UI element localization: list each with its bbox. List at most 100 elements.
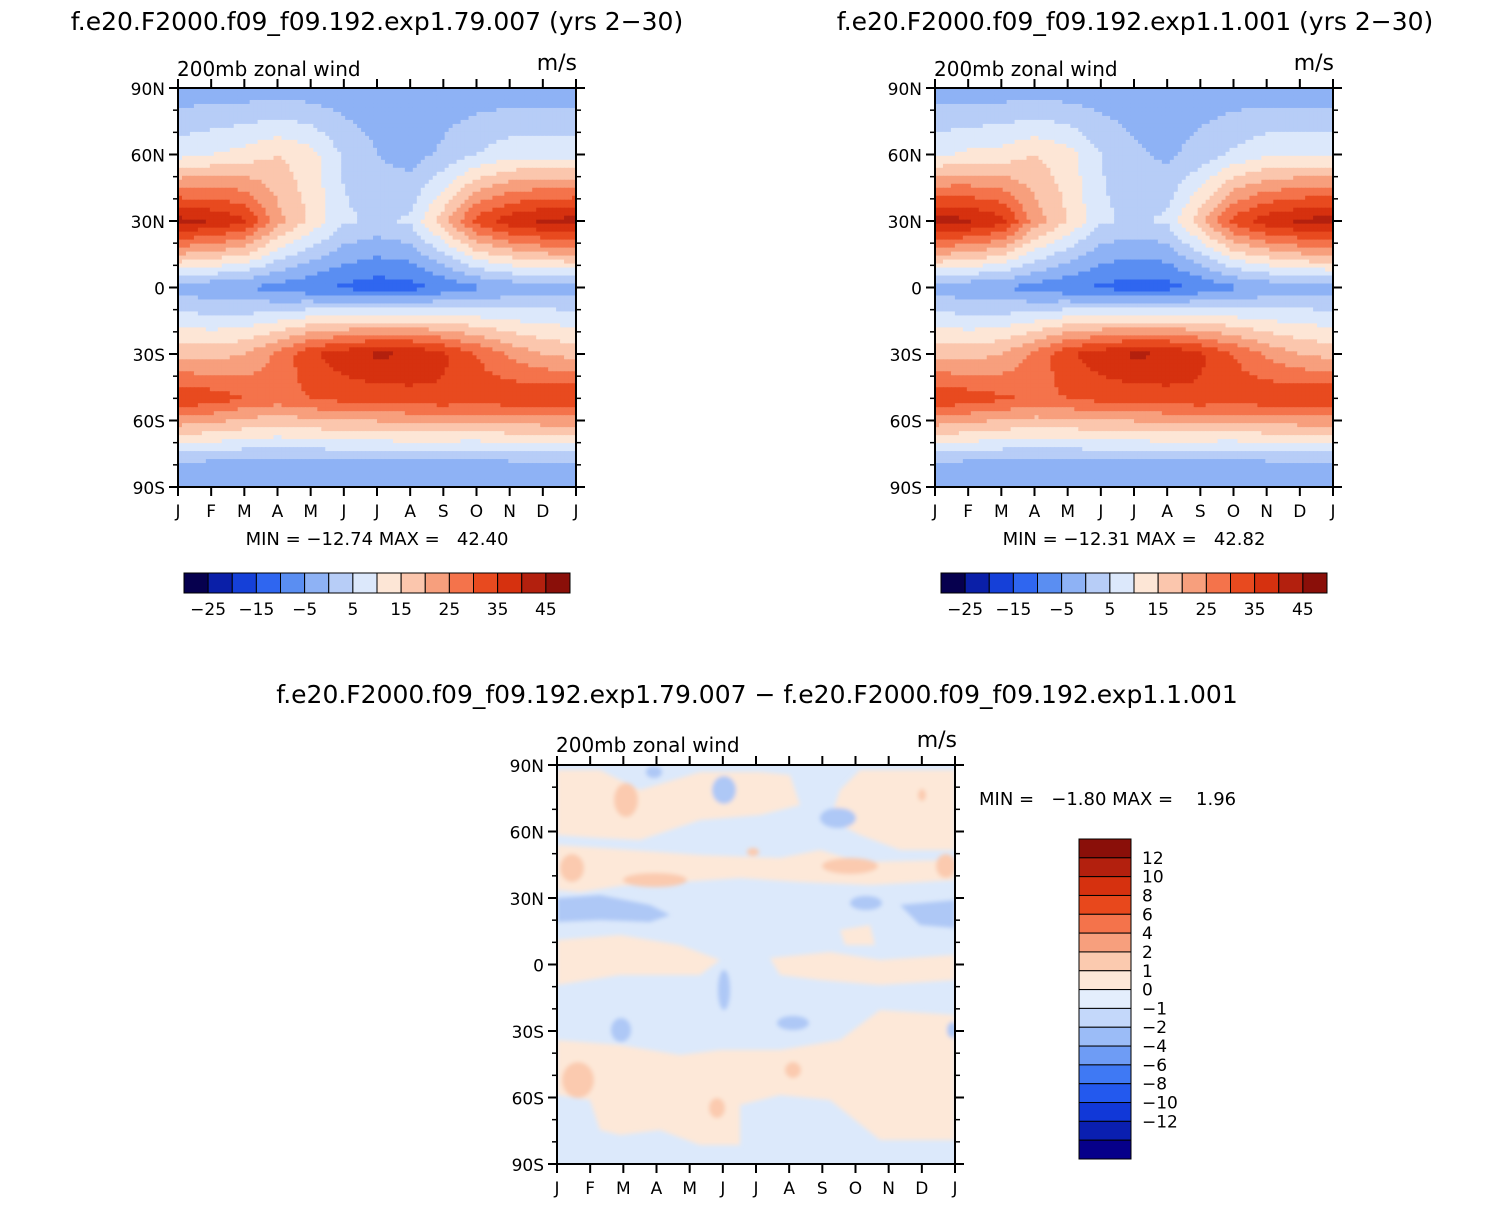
field-cell <box>349 283 354 289</box>
field-cell <box>249 151 255 157</box>
field-cell <box>178 127 183 133</box>
field-cell <box>241 123 247 129</box>
field-cell <box>436 119 442 125</box>
field-cell <box>444 219 450 225</box>
field-cell <box>345 271 350 277</box>
field-cell <box>361 191 366 197</box>
field-cell <box>536 195 541 201</box>
field-cell <box>337 175 342 181</box>
field-cell <box>400 115 406 121</box>
field-cell <box>556 147 561 153</box>
field-cell <box>536 239 541 245</box>
field-cell <box>408 99 414 105</box>
field-cell <box>528 175 533 181</box>
field-cell <box>532 283 537 289</box>
field-cell <box>313 111 318 117</box>
field-cell <box>568 239 573 245</box>
field-cell <box>552 88 557 93</box>
field-cell <box>396 207 402 213</box>
field-cell <box>452 211 458 217</box>
field-cell <box>504 279 509 285</box>
field-cell <box>388 239 394 245</box>
field-cell <box>568 135 573 141</box>
field-cell <box>532 139 537 145</box>
field-cell <box>492 195 497 201</box>
field-cell <box>333 275 338 281</box>
field-cell <box>233 247 239 253</box>
field-cell <box>516 219 521 225</box>
field-cell <box>265 211 271 217</box>
field-cell <box>353 183 358 189</box>
field-cell <box>373 211 378 217</box>
field-cell <box>233 147 239 153</box>
field-cell <box>416 151 422 157</box>
field-cell <box>197 223 203 229</box>
field-cell <box>313 91 318 97</box>
field-cell <box>388 167 394 173</box>
field-cell <box>476 127 482 133</box>
field-cell <box>193 231 199 237</box>
field-cell <box>193 195 199 201</box>
field-cell <box>548 171 553 177</box>
field-cell <box>380 155 386 161</box>
field-cell <box>373 115 378 121</box>
field-cell <box>408 183 414 189</box>
field-cell <box>496 187 501 193</box>
field-cell <box>297 219 302 225</box>
field-cell <box>408 283 414 289</box>
field-cell <box>277 251 283 257</box>
field-cell <box>424 111 430 117</box>
field-cell <box>488 211 494 217</box>
field-cell <box>257 171 263 177</box>
field-cell <box>205 207 211 213</box>
field-cell <box>440 179 446 185</box>
field-cell <box>548 139 553 145</box>
field-cell <box>468 91 474 97</box>
field-cell <box>472 135 478 141</box>
field-cell <box>484 271 490 277</box>
field-cell <box>337 191 342 197</box>
field-cell <box>277 88 283 93</box>
field-cell <box>313 283 318 289</box>
field-cell <box>201 251 207 257</box>
field-cell <box>524 123 529 129</box>
field-cell <box>217 199 223 205</box>
field-cell <box>253 191 259 197</box>
field-cell <box>277 195 283 201</box>
field-cell <box>245 251 251 257</box>
field-cell <box>384 219 390 225</box>
field-cell <box>380 175 386 181</box>
field-cell <box>468 88 474 93</box>
field-cell <box>460 215 466 221</box>
field-cell <box>548 123 553 129</box>
field-cell <box>321 239 326 245</box>
field-cell <box>560 183 565 189</box>
field-cell <box>309 163 314 169</box>
field-cell <box>225 243 231 249</box>
field-cell <box>329 191 334 197</box>
field-cell <box>572 88 576 93</box>
field-cell <box>408 175 414 181</box>
field-cell <box>269 263 275 269</box>
field-cell <box>476 183 482 189</box>
field-cell <box>369 279 374 285</box>
field-cell <box>305 131 310 137</box>
field-cell <box>560 227 565 233</box>
field-cell <box>536 163 541 169</box>
field-cell <box>448 199 454 205</box>
field-cell <box>341 95 346 101</box>
field-cell <box>357 267 362 273</box>
field-cell <box>369 267 374 273</box>
field-cell <box>325 88 330 93</box>
field-cell <box>504 223 509 229</box>
field-cell <box>301 131 306 137</box>
field-cell <box>237 119 243 125</box>
field-cell <box>412 91 418 97</box>
field-cell <box>496 111 501 117</box>
field-cell <box>512 195 517 201</box>
field-cell <box>548 95 553 101</box>
field-cell <box>472 195 478 201</box>
field-cell <box>257 91 263 97</box>
field-cell <box>404 147 410 153</box>
field-cell <box>400 119 406 125</box>
